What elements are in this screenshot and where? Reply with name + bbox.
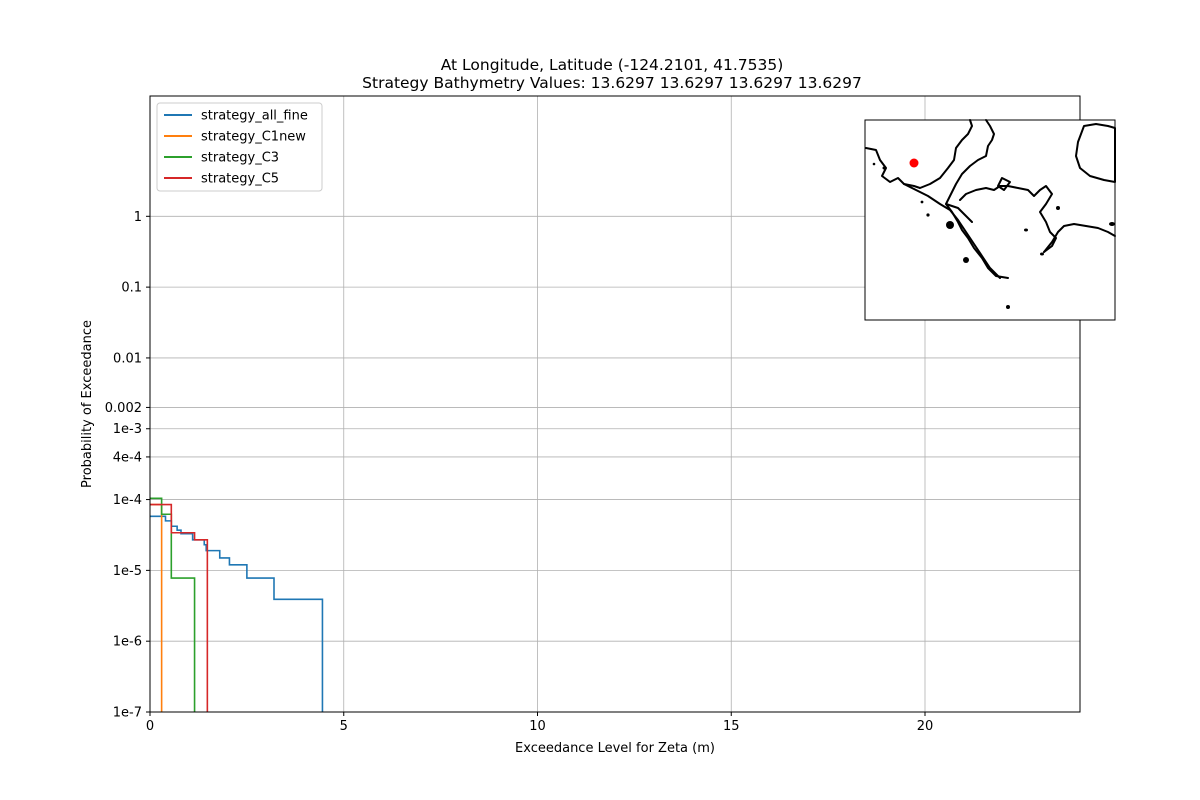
y-tick-label: 1e-4 bbox=[113, 493, 142, 508]
y-axis-label: Probability of Exceedance bbox=[80, 320, 95, 488]
legend-label: strategy_C5 bbox=[201, 172, 279, 187]
series-lines bbox=[150, 497, 324, 712]
y-tick-label: 0.01 bbox=[113, 351, 142, 366]
legend-label: strategy_all_fine bbox=[201, 109, 308, 124]
y-tick-label: 1e-3 bbox=[113, 422, 142, 437]
series-line-strategy_C1new bbox=[150, 503, 163, 712]
location-marker bbox=[909, 158, 919, 168]
grid bbox=[149, 96, 1080, 713]
x-axis-label: Exceedance Level for Zeta (m) bbox=[515, 741, 715, 756]
x-tick-label: 5 bbox=[340, 719, 348, 734]
x-axis-ticks: 0 5 10 15 20 bbox=[146, 712, 933, 734]
series-line-strategy_all_fine bbox=[150, 515, 324, 712]
legend-box bbox=[156, 102, 323, 192]
y-tick-label: 0.1 bbox=[121, 281, 142, 296]
x-tick-label: 20 bbox=[917, 719, 934, 734]
y-tick-label: 0.002 bbox=[105, 401, 142, 416]
y-tick-label: 1e-7 bbox=[113, 706, 142, 721]
y-tick-label: 1e-5 bbox=[113, 564, 142, 579]
inset-islands bbox=[872, 162, 1115, 309]
legend: strategy_all_fine strategy_C1new strategy_… bbox=[156, 102, 323, 192]
y-tick-label: 1 bbox=[134, 210, 142, 225]
y-tick-label: 1e-6 bbox=[113, 635, 142, 650]
series-line-strategy_C3 bbox=[150, 497, 196, 712]
inset-map bbox=[864, 119, 1116, 321]
x-tick-label: 10 bbox=[529, 719, 546, 734]
series-line-strategy_C5 bbox=[150, 503, 209, 712]
legend-label: strategy_C3 bbox=[201, 151, 279, 166]
legend-label: strategy_C1new bbox=[201, 130, 306, 145]
chart-subtitle: Strategy Bathymetry Values: 13.6297 13.6… bbox=[362, 74, 862, 92]
chart-title: At Longitude, Latitude (-124.2101, 41.75… bbox=[441, 56, 784, 74]
x-tick-label: 15 bbox=[723, 719, 740, 734]
inset-coastline bbox=[865, 119, 1116, 279]
y-axis-ticks: 1 0.1 0.01 0.002 1e-3 4e-4 1e-4 1e-5 1e-6 1e-7 bbox=[105, 210, 150, 721]
plot-frame bbox=[149, 95, 1081, 713]
x-tick-label: 0 bbox=[146, 719, 154, 734]
y-tick-label: 4e-4 bbox=[113, 450, 142, 465]
inset-map-frame bbox=[864, 119, 1116, 321]
